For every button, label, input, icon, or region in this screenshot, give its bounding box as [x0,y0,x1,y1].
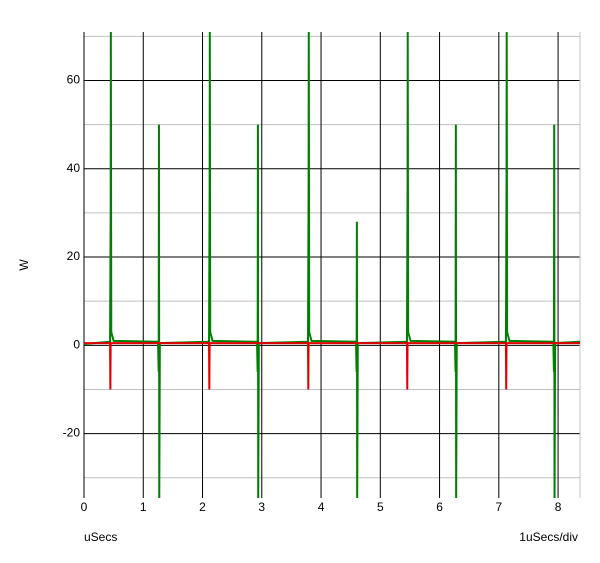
y-tick-label: 0 [73,337,80,351]
x-tick-label: 1 [140,500,147,514]
x-tick-label: 3 [258,500,265,514]
x-tick-label: 8 [555,500,562,514]
grid [83,32,581,498]
y-tick-label: 60 [67,73,81,87]
x-tick-label: 2 [199,500,206,514]
x-tick-label: 7 [495,500,502,514]
series-line [84,342,580,390]
y-tick-label: -20 [63,426,81,440]
x-tick-label: 6 [436,500,443,514]
x-tick-label: 5 [377,500,384,514]
plot-area [84,32,580,498]
y-tick-label: 20 [67,249,81,263]
x-tick-label: 4 [318,500,325,514]
y-tick-label: 40 [67,161,81,175]
x-tick-label: 0 [81,500,88,514]
x-scale-label: 1uSecs/div [519,530,578,544]
series-line [84,32,580,498]
y-axis-label: W [17,259,31,271]
x-axis-label: uSecs [84,530,117,544]
